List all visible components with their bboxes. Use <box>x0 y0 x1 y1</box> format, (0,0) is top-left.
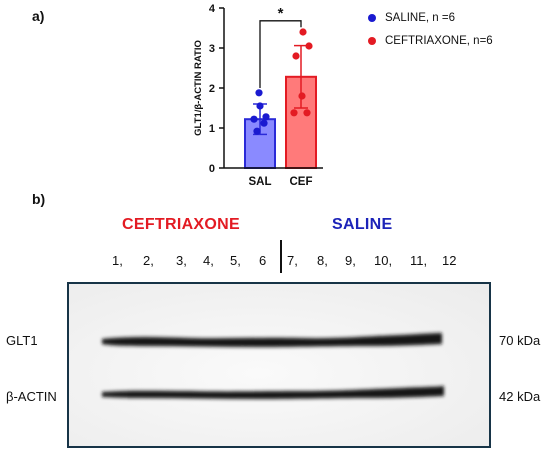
lane-number: 7, <box>287 253 298 268</box>
data-point <box>262 113 270 121</box>
data-point <box>298 92 306 100</box>
lane-number: 9, <box>345 253 356 268</box>
blot-membrane <box>67 282 491 448</box>
x-tick-label: CEF <box>290 176 313 188</box>
data-point <box>292 52 300 60</box>
data-point <box>253 127 261 135</box>
data-point <box>290 109 298 117</box>
legend-item-saline: SALINE, n =6 <box>368 12 455 24</box>
lane-number: 12 <box>442 253 457 268</box>
lane-number: 11, <box>410 253 428 268</box>
x-tick-label: SAL <box>249 176 272 188</box>
data-point <box>305 42 313 50</box>
lane-number: 1, <box>112 253 123 268</box>
y-axis-label: GLT1/β-ACTIN RATIO <box>193 40 204 136</box>
legend-ceftriaxone-label: CEFTRIAXONE, n=6 <box>385 35 493 47</box>
y-tick-label: 3 <box>209 43 215 55</box>
data-point <box>256 102 264 110</box>
legend-ceftriaxone-marker <box>368 37 376 45</box>
legend-saline-label: SALINE, n =6 <box>385 12 455 24</box>
lane-number: 2, <box>143 253 154 268</box>
marker-70-kda: 70 kDa <box>499 333 541 348</box>
lane-number: 5, <box>230 253 241 268</box>
group-label-ceftriaxone: CEFTRIAXONE <box>122 216 240 233</box>
band-label-glt1: GLT1 <box>6 333 38 348</box>
significance-star: * <box>278 5 284 22</box>
data-point <box>250 115 258 123</box>
y-tick-label: 0 <box>209 163 215 175</box>
legend-saline-marker <box>368 14 376 22</box>
lane-number: 4, <box>203 253 214 268</box>
legend-item-ceftriaxone: CEFTRIAXONE, n=6 <box>368 35 493 47</box>
y-tick-label: 4 <box>209 3 216 15</box>
data-point <box>255 89 263 97</box>
data-point <box>303 109 311 117</box>
lane-number: 10, <box>374 253 393 268</box>
marker-42-kda: 42 kDa <box>499 389 541 404</box>
lane-number: 3, <box>176 253 187 268</box>
data-point <box>260 119 268 127</box>
y-tick-label: 2 <box>209 83 215 95</box>
group-label-saline: SALINE <box>332 216 393 233</box>
significance-bracket <box>259 20 302 88</box>
y-tick-label: 1 <box>209 123 215 135</box>
lane-number: 8, <box>317 253 328 268</box>
beta-actin-band <box>102 386 444 399</box>
panel-a-label: a) <box>32 8 45 24</box>
group-divider <box>280 240 282 273</box>
glt1-ratio-bar-chart: 0 1 2 3 4 GLT1/β-ACTIN RATIO SAL CEF * <box>193 3 323 188</box>
lane-number: 6 <box>259 253 267 268</box>
glt1-band <box>102 333 442 347</box>
band-label-beta-actin: β-ACTIN <box>6 389 57 404</box>
panel-b-label: b) <box>32 191 46 207</box>
data-point <box>299 28 307 36</box>
